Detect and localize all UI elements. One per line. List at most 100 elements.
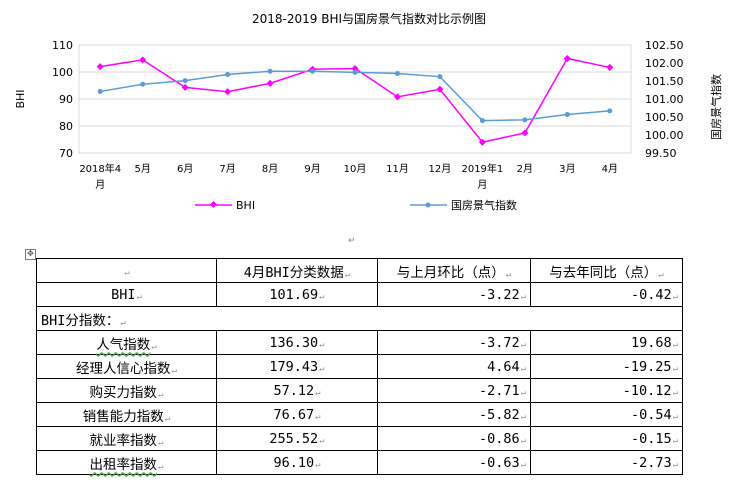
y2-tick-label: 101.00 bbox=[645, 93, 684, 106]
chart-area: 2018-2019 BHI与国房景气指数对比示例图 70 80 90 100 110 9… bbox=[14, 11, 723, 212]
table-row: 就业率指数↵ 255.52↵ -0.86↵ -0.15↵ bbox=[36, 426, 683, 451]
index-point bbox=[182, 78, 188, 84]
index-point bbox=[522, 117, 528, 123]
x-tick-label: 2018年4 月 bbox=[79, 162, 121, 191]
table-row: 销售能力指数↵ 76.67↵ -5.82↵ -0.54↵ bbox=[36, 402, 683, 427]
x-tick-label: 12月 bbox=[429, 163, 452, 175]
y-tick-label: 100 bbox=[52, 66, 73, 79]
y2-tick-label: 100.50 bbox=[645, 111, 684, 124]
bhi-point bbox=[393, 93, 401, 101]
row-value: 136.30↵ bbox=[216, 330, 378, 355]
index-point bbox=[97, 88, 103, 94]
row-label: 购买力指数↵ bbox=[36, 378, 217, 403]
x-tick-label: 6月 bbox=[177, 163, 193, 175]
header-cell: 与去年同比（点）↵ bbox=[530, 258, 683, 283]
table-row: 人气指数↵ 136.30↵ -3.72↵ 19.68↵ bbox=[36, 330, 683, 355]
y2-axis-label: 国房景气指数 bbox=[709, 74, 723, 140]
bhi-point bbox=[478, 138, 486, 146]
row-yoy: -19.25↵ bbox=[530, 354, 683, 379]
legend: BHI 国房景气指数 bbox=[195, 198, 517, 212]
row-yoy: -0.42↵ bbox=[530, 282, 683, 307]
row-mom: -0.86↵ bbox=[377, 426, 531, 451]
bhi-point bbox=[181, 83, 189, 91]
y2-tick-label: 100.00 bbox=[645, 129, 684, 142]
legend-bhi-label: BHI bbox=[236, 199, 255, 212]
row-yoy: -10.12↵ bbox=[530, 378, 683, 403]
bhi-point bbox=[266, 79, 274, 87]
row-yoy: -0.54↵ bbox=[530, 402, 683, 427]
y2-tick-label: 102.50 bbox=[645, 39, 684, 52]
bhi-point bbox=[139, 56, 147, 64]
table-header-row: ↵ 4月BHI分类数据↵ 与上月环比（点）↵ 与去年同比（点）↵ bbox=[36, 258, 683, 283]
row-yoy: -0.15↵ bbox=[530, 426, 683, 451]
header-cell: 与上月环比（点）↵ bbox=[377, 258, 531, 283]
row-value: 57.12↵ bbox=[216, 378, 378, 403]
row-label: 销售能力指数↵ bbox=[36, 402, 217, 427]
x-tick-label: 4月 bbox=[602, 163, 618, 175]
row-mom: -3.22↵ bbox=[377, 282, 531, 307]
section-label: BHI分指数：↵ bbox=[36, 306, 683, 331]
bhi-point bbox=[351, 64, 359, 73]
y-tick-label: 80 bbox=[59, 120, 73, 133]
x-tick-label: 3月 bbox=[559, 163, 575, 175]
bhi-point bbox=[521, 129, 529, 137]
x-tick-label: 8月 bbox=[262, 163, 278, 175]
row-label: BHI↵ bbox=[36, 282, 217, 307]
header-empty-cell: ↵ bbox=[36, 258, 217, 283]
table-row: 经理人信心指数↵ 179.43↵ 4.64↵ -19.25↵ bbox=[36, 354, 683, 379]
table-section-row: BHI分指数：↵ bbox=[36, 306, 683, 331]
x-tick-label: 5月 bbox=[135, 163, 151, 175]
legend-index-label: 国房景气指数 bbox=[451, 198, 517, 212]
y2-tick-label: 101.50 bbox=[645, 75, 684, 88]
row-label: 人气指数↵ bbox=[36, 330, 217, 355]
row-mom: -3.72↵ bbox=[377, 330, 531, 355]
x-tick-label: 2月 bbox=[517, 163, 533, 175]
x-tick-label: 11月 bbox=[386, 163, 409, 175]
table-move-handle-icon[interactable]: ✥ bbox=[25, 249, 36, 260]
row-value: 179.43↵ bbox=[216, 354, 378, 379]
y-tick-label: 70 bbox=[59, 147, 73, 160]
bhi-point bbox=[436, 85, 444, 93]
row-label: 出租率指数↵ bbox=[36, 450, 217, 475]
row-mom: 4.64↵ bbox=[377, 354, 531, 379]
table-row: 购买力指数↵ 57.12↵ -2.71↵ -10.12↵ bbox=[36, 378, 683, 403]
y-axis-label: BHI bbox=[14, 89, 27, 108]
row-label: 经理人信心指数↵ bbox=[36, 354, 217, 379]
table-row-bhi: BHI↵ 101.69↵ -3.22↵ -0.42↵ bbox=[36, 282, 683, 307]
x-tick-label: 10月 bbox=[344, 163, 367, 175]
row-mom: -5.82↵ bbox=[377, 402, 531, 427]
legend-bhi-marker bbox=[209, 200, 218, 209]
row-value: 96.10↵ bbox=[216, 450, 378, 475]
row-label: 就业率指数↵ bbox=[36, 426, 217, 451]
index-point bbox=[225, 72, 231, 78]
row-value: 101.69↵ bbox=[216, 282, 378, 307]
legend-index-marker bbox=[425, 202, 431, 208]
row-mom: -0.63↵ bbox=[377, 450, 531, 475]
bhi-data-table: ↵ 4月BHI分类数据↵ 与上月环比（点）↵ 与去年同比（点）↵ BHI↵ 10… bbox=[36, 258, 683, 475]
x-tick-label: 9月 bbox=[304, 163, 320, 175]
bhi-point bbox=[606, 63, 614, 71]
index-point bbox=[310, 68, 316, 74]
y-tick-label: 110 bbox=[52, 39, 73, 52]
index-point bbox=[352, 69, 358, 75]
table-row: 出租率指数↵ 96.10↵ -0.63↵ -2.73↵ bbox=[36, 450, 683, 475]
row-value: 76.67↵ bbox=[216, 402, 378, 427]
row-value: 255.52↵ bbox=[216, 426, 378, 451]
index-point bbox=[267, 68, 273, 74]
row-yoy: -2.73↵ bbox=[530, 450, 683, 475]
series-line-index bbox=[100, 70, 610, 122]
x-tick-label: 7月 bbox=[219, 163, 235, 175]
chart-title: 2018-2019 BHI与国房景气指数对比示例图 bbox=[252, 11, 486, 26]
index-point bbox=[479, 118, 485, 124]
bhi-point bbox=[563, 54, 571, 63]
y2-tick-label: 99.50 bbox=[645, 147, 677, 160]
bhi-point bbox=[224, 88, 232, 96]
row-yoy: 19.68↵ bbox=[530, 330, 683, 355]
header-cell: 4月BHI分类数据↵ bbox=[216, 258, 378, 283]
y2-tick-label: 102.00 bbox=[645, 57, 684, 70]
y-tick-label: 90 bbox=[59, 93, 73, 106]
index-point bbox=[564, 111, 570, 117]
index-point bbox=[437, 74, 443, 80]
paragraph-mark: ↵ bbox=[348, 236, 356, 246]
bhi-point bbox=[96, 63, 104, 71]
